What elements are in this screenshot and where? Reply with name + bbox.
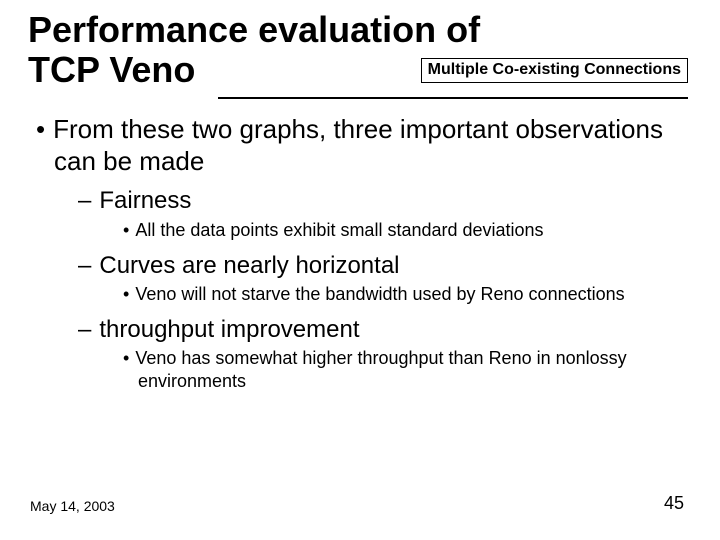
footer-page-number: 45	[664, 493, 684, 514]
title-line-1: Performance evaluation of	[28, 9, 480, 50]
bullet-dot-icon: •	[123, 284, 135, 304]
bullet-lvl1-text: From these two graphs, three important o…	[53, 114, 663, 176]
bullet-lvl3: •Veno will not starve the bandwidth used…	[28, 283, 680, 306]
bullet-lvl2: –Curves are nearly horizontal	[28, 250, 680, 281]
bullet-dash-icon: –	[78, 316, 99, 343]
slide: Performance evaluation of TCP Veno Multi…	[0, 0, 720, 540]
bullet-lvl2-text: Curves are nearly horizontal	[99, 252, 399, 279]
bullet-lvl3-text: All the data points exhibit small standa…	[135, 220, 543, 240]
body: •From these two graphs, three important …	[28, 114, 680, 399]
bullet-lvl2-text: throughput improvement	[99, 316, 359, 343]
title-underline	[218, 97, 688, 99]
bullet-lvl2: –throughput improvement	[28, 314, 680, 345]
slide-title: Performance evaluation of TCP Veno	[28, 10, 480, 91]
bullet-lvl1: •From these two graphs, three important …	[28, 114, 680, 177]
bullet-lvl3-text: Veno will not starve the bandwidth used …	[135, 284, 624, 304]
bullet-lvl3: •Veno has somewhat higher throughput tha…	[28, 347, 680, 393]
bullet-dot-icon: •	[123, 348, 135, 368]
bullet-dot-icon: •	[123, 220, 135, 240]
footer-date: May 14, 2003	[30, 498, 115, 514]
bullet-lvl3: •All the data points exhibit small stand…	[28, 219, 680, 242]
title-block: Performance evaluation of TCP Veno Multi…	[28, 10, 692, 91]
bullet-dot-icon: •	[36, 114, 53, 144]
bullet-lvl3-text: Veno has somewhat higher throughput than…	[135, 348, 626, 391]
bullet-lvl2-text: Fairness	[99, 187, 191, 214]
bullet-dash-icon: –	[78, 252, 99, 279]
bullet-lvl2: –Fairness	[28, 185, 680, 216]
bullet-dash-icon: –	[78, 187, 99, 214]
title-line-2: TCP Veno	[28, 49, 195, 90]
subtitle-badge: Multiple Co-existing Connections	[421, 58, 688, 83]
